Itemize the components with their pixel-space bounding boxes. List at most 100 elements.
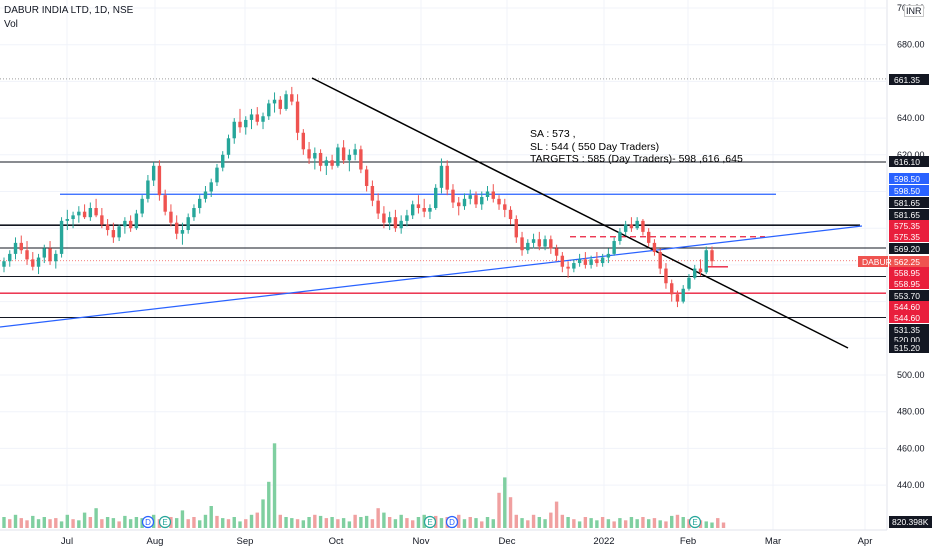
volume-bar [255, 512, 259, 528]
candle-body [681, 288, 685, 302]
candle-body [232, 121, 236, 139]
volume-bar [618, 518, 622, 528]
x-tick-label: Oct [329, 536, 344, 547]
volume-bar [203, 514, 208, 528]
uptrend-line [0, 225, 863, 328]
event-label: D [145, 518, 151, 527]
candle-body [376, 200, 380, 214]
volume-bar [42, 517, 46, 528]
earnings-icon [158, 515, 172, 529]
candle-body [140, 198, 144, 214]
volume-bar [318, 515, 323, 528]
volume-bar [221, 518, 225, 528]
currency-label[interactable]: INR [904, 5, 924, 17]
candle-body [163, 195, 167, 212]
price-tag [889, 301, 929, 312]
candle-body [347, 154, 352, 161]
candle-body [405, 215, 409, 221]
x-tick-label: Dec [499, 536, 516, 547]
volume-bar [393, 519, 398, 528]
x-tick-label: Aug [147, 536, 164, 547]
event-label: E [427, 518, 432, 527]
candle-body [670, 283, 674, 295]
price-tag-label: 515.20 [894, 343, 920, 353]
volume-label: Vol [4, 19, 18, 30]
event-label: E [162, 518, 167, 527]
volume-bar [526, 520, 530, 528]
symbol-tag [858, 256, 888, 267]
candle-body [65, 219, 70, 221]
price-tag [889, 231, 929, 242]
candle-body [491, 191, 495, 199]
candle-body [451, 189, 455, 203]
candle-body [198, 198, 202, 209]
volume-bar [583, 517, 588, 528]
volume-bar [192, 517, 196, 528]
candle-body [583, 259, 588, 265]
candle-body [623, 224, 628, 232]
volume-bar [313, 514, 317, 528]
annotation-targets: TARGETS : 585 (Day Traders)- 598 ,616 ,6… [530, 153, 743, 165]
volume-bar [198, 520, 202, 528]
volume-bar [100, 519, 104, 528]
annotation-sa: SA : 573 , [530, 128, 576, 140]
candle-body [399, 220, 403, 229]
candle-body [203, 191, 208, 199]
volume-bar [387, 517, 392, 528]
candle-body [693, 268, 697, 278]
candle-body [284, 94, 288, 109]
volume-bar [54, 518, 58, 528]
volume-bar [468, 517, 472, 528]
candle-body [244, 119, 248, 128]
volume-bar [629, 517, 634, 528]
candle-body [434, 187, 438, 209]
volume-bar [646, 519, 651, 528]
price-tag [889, 185, 929, 196]
volume-bar [491, 519, 495, 528]
price-tag [889, 334, 929, 345]
candle-body [238, 121, 242, 128]
price-tag-label: 544.60 [894, 302, 920, 312]
volume-bar [370, 519, 375, 528]
candle-body [215, 167, 219, 183]
candle-body [88, 208, 93, 218]
volume-bar [71, 519, 75, 528]
price-tag [889, 74, 929, 85]
candle-body [174, 222, 179, 234]
volume-bar [88, 517, 93, 528]
y-tick-label: 480.00 [897, 407, 925, 417]
price-tag-label: 661.35 [894, 75, 920, 85]
price-tag-label: 558.95 [894, 268, 920, 278]
y-tick-label: 460.00 [897, 443, 925, 453]
volume-bar [520, 518, 524, 528]
candle-body [54, 253, 58, 262]
candle-body [710, 250, 714, 262]
candle-body [531, 239, 536, 243]
price-tag [889, 220, 929, 231]
volume-bar [485, 517, 490, 528]
volume-bar [111, 518, 116, 528]
candle-body [2, 261, 6, 267]
volume-bar [341, 518, 346, 528]
price-tag-label: 553.70 [894, 291, 920, 301]
candle-body [618, 231, 622, 242]
x-tick-label: Sep [237, 536, 254, 547]
candle-body [416, 204, 421, 209]
price-tag-label: 531.35 [894, 325, 920, 335]
price-tag-label: 520.00 [894, 335, 920, 345]
candle-body [629, 224, 634, 229]
volume-bar [94, 508, 98, 528]
candle-body [330, 160, 334, 166]
volume-bar [278, 514, 282, 528]
volume-bar [710, 522, 714, 528]
candle-body [100, 215, 104, 225]
volume-bar [405, 518, 409, 528]
volume-bar [261, 499, 265, 528]
candle-body [31, 259, 35, 267]
candle-body [664, 268, 668, 284]
candle-body [36, 257, 41, 267]
volume-bar [330, 517, 334, 528]
volume-bar [123, 515, 127, 528]
volume-bar [704, 521, 708, 528]
